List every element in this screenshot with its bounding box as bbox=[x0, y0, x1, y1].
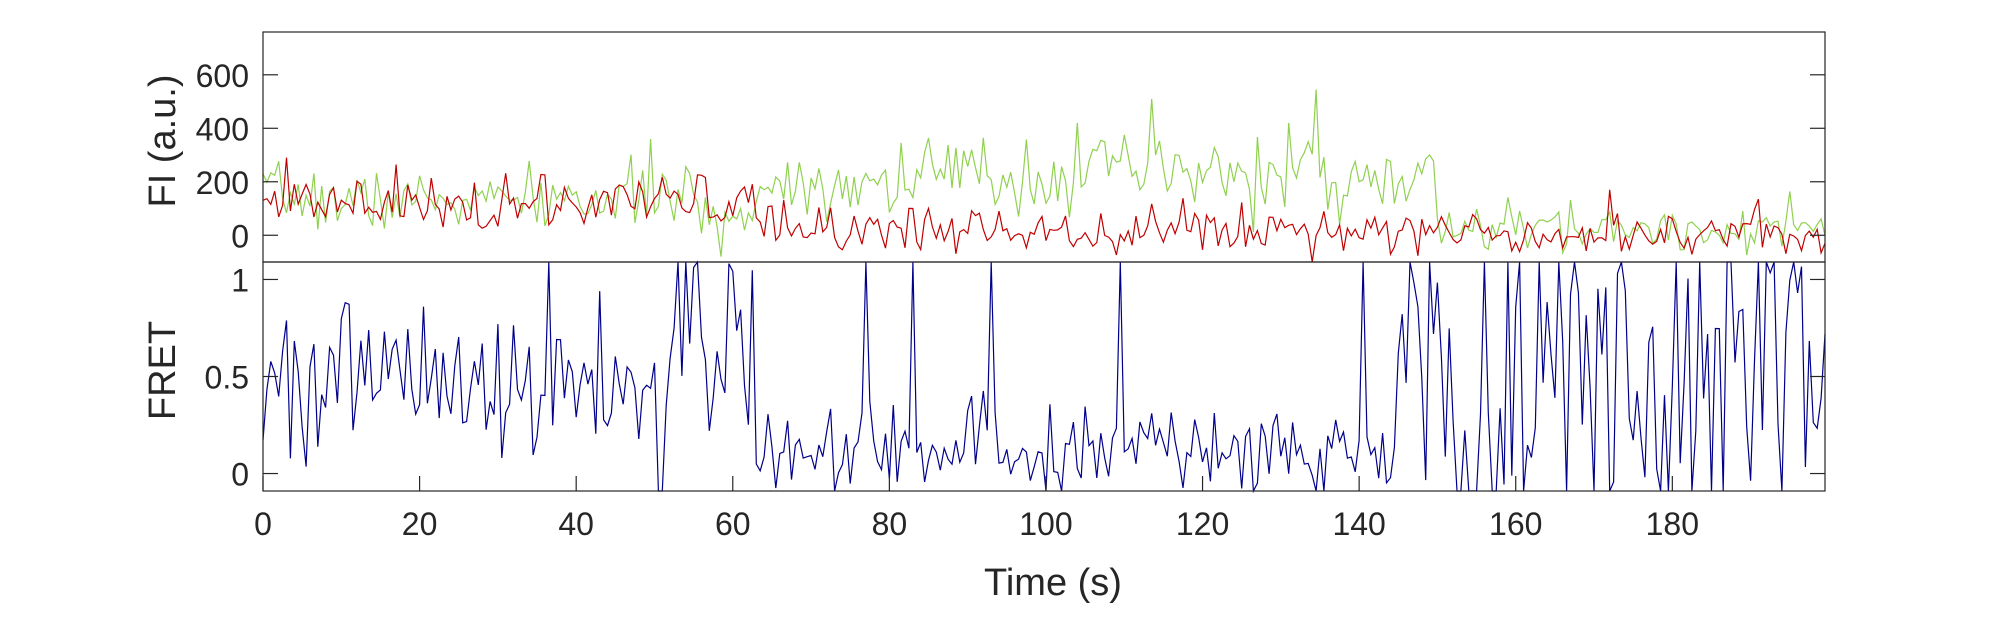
axes-box bbox=[262, 261, 1826, 492]
time-x-axis-label: Time (s) bbox=[984, 562, 1122, 604]
x-tick-label: 0 bbox=[254, 506, 272, 542]
x-tick-label: 160 bbox=[1489, 506, 1542, 542]
fluorescence-y-axis-label: FI (a.u.) bbox=[142, 74, 184, 207]
x-tick-label: 100 bbox=[1019, 506, 1072, 542]
x-tick-label: 40 bbox=[558, 506, 594, 542]
y-tick-label: 0 bbox=[231, 457, 249, 493]
fret-y-axis-label: FRET bbox=[142, 321, 184, 420]
y-tick-label: 0.5 bbox=[205, 360, 249, 396]
fluorescence-panel: 0 200 400 600 FI (a.u.) bbox=[142, 31, 1826, 263]
fret-axes: 0 0.5 1 0 20 40 60 80 100 120 140 160 180 bbox=[205, 261, 1826, 542]
y-tick-label: 200 bbox=[196, 165, 249, 201]
x-tick-label: 80 bbox=[872, 506, 908, 542]
x-tick-label: 20 bbox=[402, 506, 438, 542]
fluorescence-axes: 0 200 400 600 bbox=[196, 31, 1826, 263]
fret-panel: 0 0.5 1 0 20 40 60 80 100 120 140 160 180 FRET Time … bbox=[142, 260, 1826, 604]
x-tick-label: 120 bbox=[1176, 506, 1229, 542]
series-line-1 bbox=[262, 89, 1826, 257]
x-tick-label: 180 bbox=[1646, 506, 1699, 542]
y-tick-label: 0 bbox=[231, 218, 249, 254]
y-tick-label: 1 bbox=[231, 262, 249, 298]
fret-traces bbox=[262, 260, 1826, 494]
x-tick-label: 140 bbox=[1332, 506, 1385, 542]
y-tick-label: 400 bbox=[196, 111, 249, 147]
y-tick-label: 600 bbox=[196, 58, 249, 94]
fluorescence-traces bbox=[262, 89, 1826, 263]
series-line-2 bbox=[262, 157, 1826, 263]
x-tick-label: 60 bbox=[715, 506, 751, 542]
series-line-1 bbox=[262, 260, 1826, 494]
